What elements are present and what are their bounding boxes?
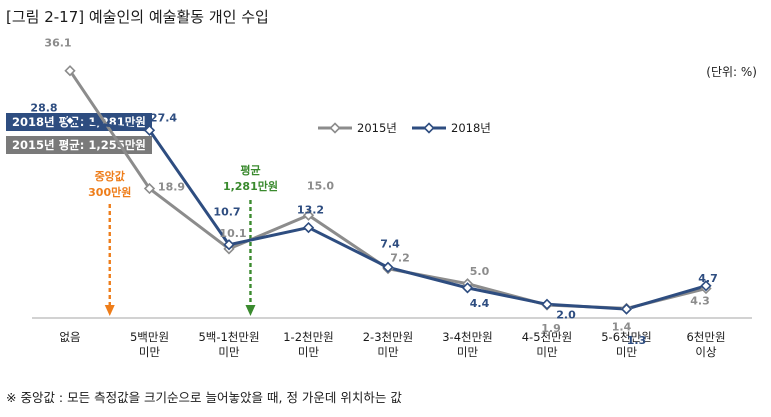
legend-2018-label: 2018년 — [451, 121, 491, 135]
mean-label-value: 1,281만원 — [223, 179, 278, 193]
series-2018-marker — [541, 298, 553, 310]
mean-label-title: 평균 — [240, 163, 260, 177]
series-2018-marker — [143, 124, 156, 136]
x-tick-label: 미만 — [616, 345, 638, 359]
series-2015-data-label: 10.1 — [219, 227, 246, 240]
badge-2015-average: 2015년 평균: 1,255만원 — [6, 136, 152, 154]
series-2018-marker — [302, 221, 315, 234]
series-2015-data-label: 15.0 — [307, 179, 334, 192]
series-2018-marker — [700, 280, 712, 292]
series-2015-marker — [302, 209, 315, 221]
x-tick-label: 이상 — [695, 345, 717, 359]
x-tick-label: 5백만원 — [130, 330, 169, 344]
series-2018-data-label: 28.8 — [30, 102, 57, 115]
series-2018-data-label: 10.7 — [213, 206, 240, 219]
series-2018-data-label: 1.3 — [627, 334, 647, 347]
series-2015-data-label: 4.3 — [690, 295, 710, 308]
series-2018-marker — [382, 261, 394, 273]
x-tick-label: 3-4천만원 — [442, 330, 493, 344]
x-tick-label: 미만 — [139, 345, 161, 359]
series-2018-data-label: 27.4 — [150, 111, 177, 124]
x-tick-label: 4-5천만원 — [522, 330, 573, 344]
series-2018-marker — [223, 239, 235, 251]
series-2018-data-label: 7.4 — [380, 237, 400, 250]
x-tick-label: 5백-1천만원 — [198, 330, 259, 344]
unit-label: (단위: %) — [706, 65, 757, 79]
median-arrow-head — [104, 305, 115, 316]
x-tick-label: 미만 — [457, 345, 479, 359]
x-tick-label: 없음 — [59, 330, 80, 344]
x-tick-label: 5-6천만원 — [601, 330, 652, 344]
x-tick-label: 6천만원 — [686, 330, 725, 344]
chart-title: [그림 2-17] 예술인의 예술활동 개인 수입 — [6, 8, 269, 26]
legend-2015-marker — [329, 122, 341, 134]
footnote: ※ 중앙값 : 모든 측정값을 크기순으로 늘어놓았을 때, 정 가운데 위치하… — [6, 390, 402, 405]
series-2015-data-label: 7.2 — [390, 252, 410, 265]
series-2015-marker — [64, 65, 76, 77]
x-tick-label: 미만 — [218, 345, 240, 359]
x-tick-label: 1-2천만원 — [283, 330, 334, 344]
series-2018-marker — [461, 282, 474, 294]
series-2015-marker — [143, 182, 156, 195]
series-2018-data-label: 4.4 — [470, 297, 490, 310]
x-tick-label: 미만 — [377, 345, 399, 359]
x-tick-label: 미만 — [298, 345, 320, 359]
series-2015-data-label: 18.9 — [158, 181, 185, 194]
series-2018-marker — [620, 303, 633, 315]
series-2018-data-label: 2.0 — [556, 308, 576, 321]
series-2018-data-label: 4.7 — [698, 272, 718, 285]
median-label-value: 300만원 — [88, 185, 131, 199]
legend-2015-label: 2015년 — [357, 121, 397, 135]
series-2015-data-label: 1.4 — [612, 320, 632, 333]
legend-2018-marker — [423, 122, 435, 134]
median-label-title: 중앙값 — [95, 170, 125, 183]
series-2018-marker — [64, 115, 76, 127]
series-2015-data-label: 1.9 — [541, 322, 561, 335]
series-2018-data-label: 13.2 — [297, 204, 324, 217]
series-2015-data-label: 5.0 — [470, 265, 490, 278]
x-tick-label: 미만 — [536, 345, 558, 359]
series-2015-data-label: 36.1 — [44, 37, 71, 50]
series-2018-line — [69, 119, 707, 311]
mean-arrow-head — [245, 305, 256, 316]
x-tick-label: 2-3천만원 — [363, 330, 414, 344]
